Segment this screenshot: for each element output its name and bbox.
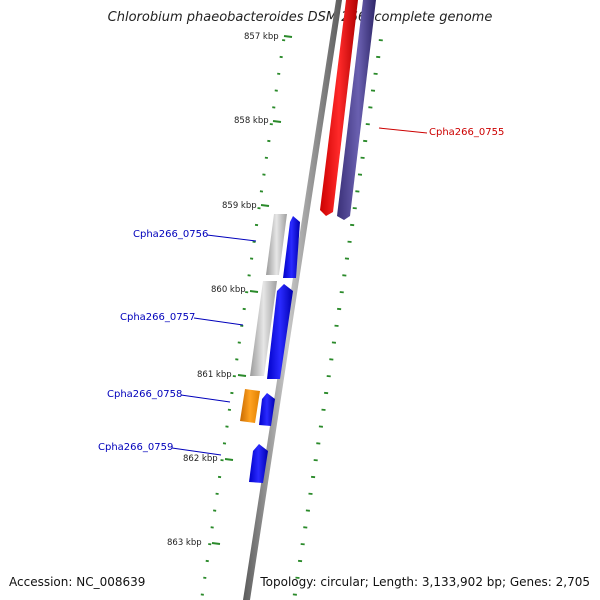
tick-861 xyxy=(237,374,247,377)
gene-label-cpha266-0759: Cpha266_0759 xyxy=(98,442,173,453)
gene-label-cpha266-0757: Cpha266_0757 xyxy=(120,312,195,323)
tick-858 xyxy=(272,120,282,123)
gene-cpha266-0756-grey xyxy=(266,214,287,275)
tick-label-860: 860 kbp xyxy=(211,285,246,295)
minor-tick-marks xyxy=(200,39,383,596)
gene-label-cpha266-0755: Cpha266_0755 xyxy=(429,127,504,138)
gene-cpha266-0758-orange xyxy=(240,389,260,423)
gene-labels: Cpha266_0755 Cpha266_0756 Cpha266_0757 C… xyxy=(98,127,504,456)
tick-label-861: 861 kbp xyxy=(197,370,232,380)
tick-label-858: 858 kbp xyxy=(234,116,269,126)
tick-label-862: 862 kbp xyxy=(183,454,218,464)
kbp-axis: 857 kbp 858 kbp 859 kbp 860 kbp 861 kbp … xyxy=(167,32,293,548)
tick-label-857: 857 kbp xyxy=(244,32,279,42)
leader-cpha266-0757 xyxy=(193,317,244,326)
tick-863 xyxy=(211,542,221,545)
leader-cpha266-0756 xyxy=(206,234,257,242)
gene-cpha266-0757-grey xyxy=(250,281,277,376)
leader-cpha266-0758 xyxy=(180,394,231,403)
map-title: Chlorobium phaeobacteroides DSM 266, com… xyxy=(107,10,493,25)
accession-text: Accession: NC_008639 xyxy=(9,575,146,589)
genome-backbone xyxy=(243,0,342,600)
gene-cpha266-0756 xyxy=(283,216,300,278)
leader-cpha266-0755 xyxy=(378,127,428,134)
gene-cpha266-0755-cds xyxy=(337,0,376,220)
tick-857 xyxy=(283,35,293,38)
gene-label-cpha266-0756: Cpha266_0756 xyxy=(133,229,208,240)
leader-cpha266-0759 xyxy=(171,447,222,456)
tick-862 xyxy=(224,458,234,461)
tick-label-863: 863 kbp xyxy=(167,538,202,548)
gene-cpha266-0758 xyxy=(259,393,275,426)
tick-860 xyxy=(249,290,259,293)
gene-cpha266-0757 xyxy=(267,284,293,379)
tick-label-859: 859 kbp xyxy=(222,201,257,211)
tick-859 xyxy=(260,204,270,207)
genome-summary-text: Topology: circular; Length: 3,133,902 bp… xyxy=(260,575,590,589)
gene-cpha266-0755-rna xyxy=(320,0,358,216)
gene-label-cpha266-0758: Cpha266_0758 xyxy=(107,389,182,400)
gene-cpha266-0759 xyxy=(249,444,268,483)
